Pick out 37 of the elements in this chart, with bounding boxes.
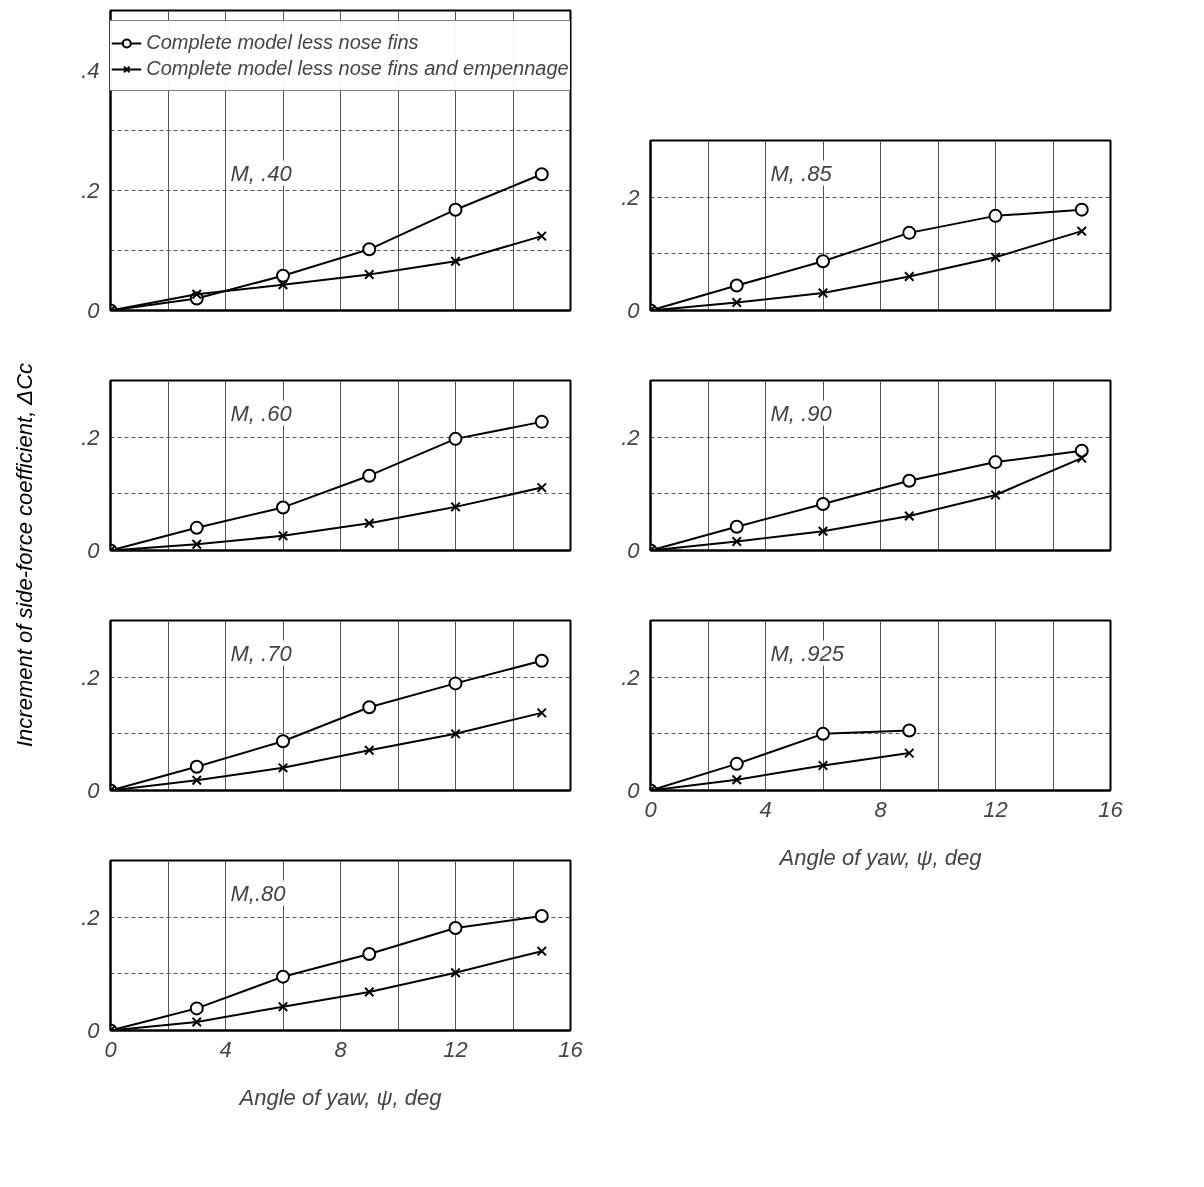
x-axis-title: Angle of yaw, ψ, deg bbox=[237, 1084, 443, 1110]
text: M, .70 bbox=[230, 640, 293, 666]
y-tick-label: 0 bbox=[87, 538, 101, 563]
x-tick-label: 12 bbox=[983, 796, 1008, 822]
x-tick-label: 0 bbox=[644, 796, 658, 822]
text: M, .925 bbox=[770, 640, 845, 666]
x-tick-label: 16 bbox=[1098, 796, 1124, 822]
x-tick-label: 4 bbox=[219, 1036, 232, 1062]
x-tick-label: 8 bbox=[874, 796, 888, 822]
y-tick-label: 0 bbox=[87, 298, 101, 323]
y-tick-label: .2 bbox=[621, 664, 640, 690]
y-tick-label: .2 bbox=[81, 664, 100, 690]
x-tick-label: 8 bbox=[334, 1036, 348, 1062]
x-tick-label: 4 bbox=[759, 796, 772, 822]
legend-label: Complete model less nose fins bbox=[146, 31, 419, 54]
y-tick-label: .4 bbox=[81, 58, 100, 83]
x-axis-title: Angle of yaw, ψ, deg bbox=[777, 844, 983, 870]
x-tick-label: 0 bbox=[104, 1036, 118, 1062]
y-tick-label: 0 bbox=[87, 778, 101, 803]
text: M, .40 bbox=[230, 160, 293, 186]
text: M, .85 bbox=[770, 160, 833, 186]
legend-label: Complete model less nose fins and empennage bbox=[146, 57, 569, 80]
y-tick-label: .2 bbox=[81, 178, 100, 203]
x-tick-label: 12 bbox=[443, 1036, 468, 1062]
y-tick-label: 0 bbox=[627, 298, 641, 323]
text: M,.80 bbox=[230, 880, 287, 906]
y-tick-label: .2 bbox=[81, 424, 100, 450]
y-tick-label: 0 bbox=[627, 538, 641, 563]
y-tick-label: .2 bbox=[621, 424, 640, 450]
y-tick-label: 0 bbox=[87, 1018, 101, 1043]
y-axis-title: Increment of side-force coefficient, ΔCc bbox=[11, 362, 39, 748]
y-tick-label: .2 bbox=[81, 904, 100, 930]
y-tick-label: .2 bbox=[621, 184, 640, 210]
y-tick-label: 0 bbox=[627, 778, 641, 803]
text: M, .90 bbox=[770, 400, 833, 426]
x-tick-label: 16 bbox=[558, 1036, 584, 1062]
text: M, .60 bbox=[230, 400, 293, 426]
